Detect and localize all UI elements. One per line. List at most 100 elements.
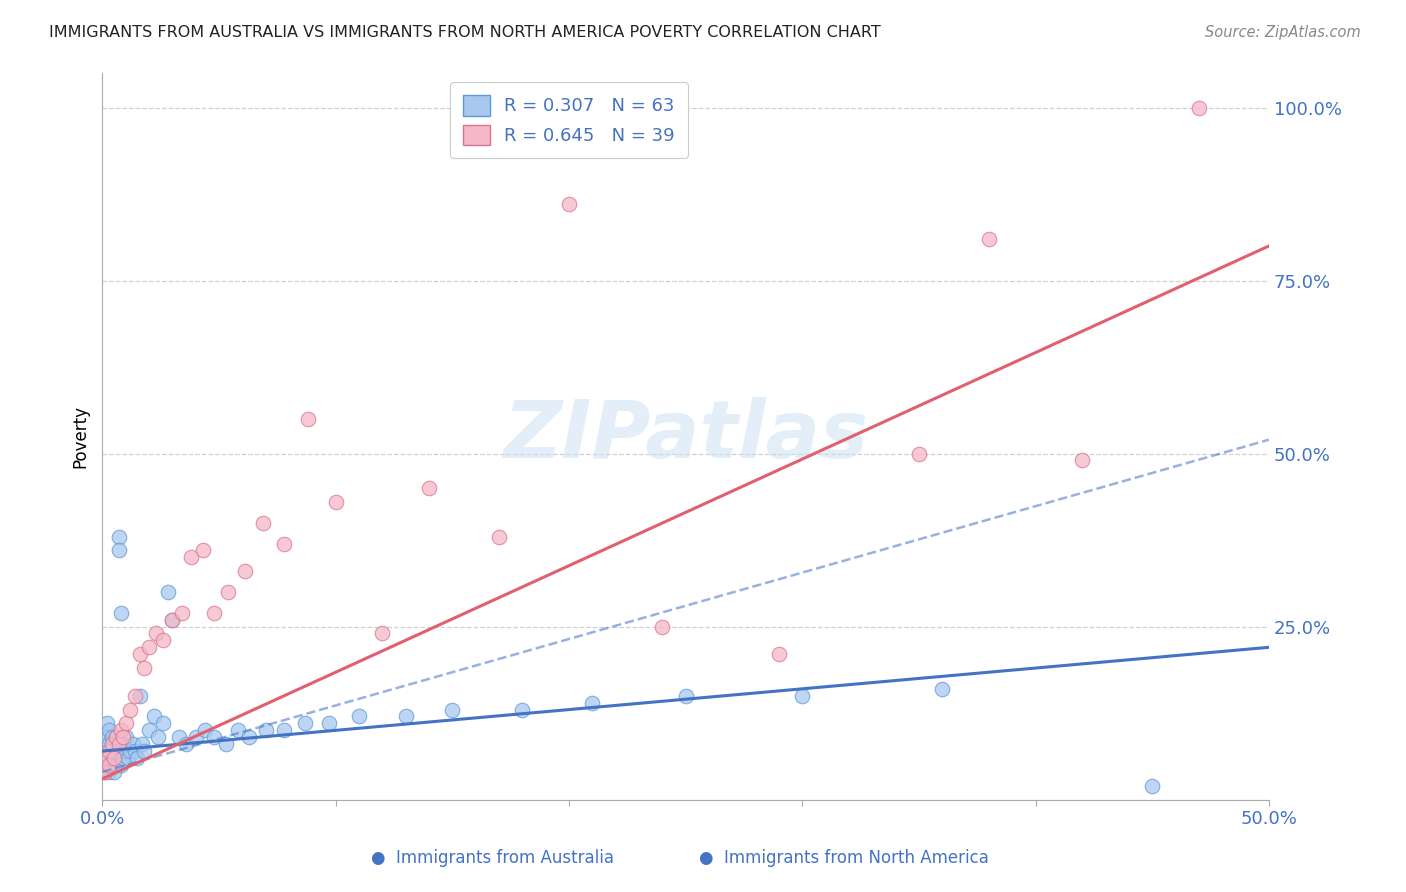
Point xyxy=(233,564,256,578)
Point xyxy=(145,626,167,640)
Point xyxy=(96,758,118,772)
Point xyxy=(105,758,128,772)
Point xyxy=(318,716,340,731)
Point xyxy=(128,647,150,661)
Point xyxy=(98,751,121,765)
Point xyxy=(194,723,217,738)
Point xyxy=(114,716,136,731)
Point xyxy=(1071,453,1094,467)
Point xyxy=(103,751,125,765)
Point xyxy=(325,495,347,509)
Point xyxy=(94,764,117,779)
Point xyxy=(162,613,184,627)
Point xyxy=(184,731,207,745)
Point xyxy=(156,585,179,599)
Point xyxy=(112,737,135,751)
Point xyxy=(100,758,122,772)
Point xyxy=(297,412,319,426)
Point xyxy=(98,758,121,772)
Point xyxy=(138,640,160,655)
Point xyxy=(273,723,295,738)
Point xyxy=(977,232,1000,246)
Point xyxy=(134,744,156,758)
Text: IMMIGRANTS FROM AUSTRALIA VS IMMIGRANTS FROM NORTH AMERICA POVERTY CORRELATION C: IMMIGRANTS FROM AUSTRALIA VS IMMIGRANTS … xyxy=(49,25,882,40)
Point xyxy=(768,647,790,661)
Text: ●  Immigrants from North America: ● Immigrants from North America xyxy=(699,849,988,867)
Point xyxy=(134,661,156,675)
Point xyxy=(908,446,931,460)
Point xyxy=(1188,101,1211,115)
Point xyxy=(117,751,139,765)
Point xyxy=(204,731,226,745)
Point xyxy=(96,731,118,745)
Point xyxy=(107,530,129,544)
Point xyxy=(110,606,132,620)
Point xyxy=(152,633,174,648)
Point xyxy=(581,696,603,710)
Point xyxy=(114,744,136,758)
Point xyxy=(103,764,125,779)
Point xyxy=(94,737,117,751)
Point xyxy=(226,723,249,738)
Point xyxy=(96,751,118,765)
Point xyxy=(238,731,260,745)
Point xyxy=(558,197,581,211)
Point xyxy=(100,737,122,751)
Point xyxy=(120,744,142,758)
Point xyxy=(162,613,184,627)
Point xyxy=(94,751,117,765)
Point xyxy=(120,702,142,716)
Point xyxy=(512,702,534,716)
Y-axis label: Poverty: Poverty xyxy=(72,405,89,467)
Point xyxy=(675,689,697,703)
Point xyxy=(169,731,191,745)
Point xyxy=(103,751,125,765)
Point xyxy=(112,751,135,765)
Point xyxy=(931,681,953,696)
Point xyxy=(176,737,198,751)
Point xyxy=(114,731,136,745)
Point xyxy=(252,516,274,530)
Point xyxy=(127,751,149,765)
Point xyxy=(1142,779,1164,793)
Legend: R = 0.307   N = 63, R = 0.645   N = 39: R = 0.307 N = 63, R = 0.645 N = 39 xyxy=(450,82,688,158)
Point xyxy=(488,530,510,544)
Point xyxy=(103,737,125,751)
Point xyxy=(294,716,316,731)
Text: Source: ZipAtlas.com: Source: ZipAtlas.com xyxy=(1205,25,1361,40)
Point xyxy=(110,758,132,772)
Point xyxy=(217,585,239,599)
Point xyxy=(105,731,128,745)
Text: ●  Immigrants from Australia: ● Immigrants from Australia xyxy=(371,849,613,867)
Point xyxy=(152,716,174,731)
Point xyxy=(441,702,464,716)
Point xyxy=(180,550,202,565)
Point xyxy=(98,737,121,751)
Point xyxy=(792,689,814,703)
Point xyxy=(254,723,277,738)
Point xyxy=(651,619,673,633)
Point xyxy=(124,689,146,703)
Point xyxy=(112,731,135,745)
Point xyxy=(110,723,132,738)
Point xyxy=(128,689,150,703)
Point xyxy=(273,536,295,550)
Point xyxy=(121,737,143,751)
Point xyxy=(170,606,193,620)
Point xyxy=(96,716,118,731)
Point xyxy=(98,723,121,738)
Point xyxy=(138,723,160,738)
Point xyxy=(204,606,226,620)
Point xyxy=(131,737,153,751)
Point xyxy=(191,543,214,558)
Point xyxy=(142,709,165,723)
Point xyxy=(96,744,118,758)
Text: ZIPatlas: ZIPatlas xyxy=(503,397,868,475)
Point xyxy=(105,731,128,745)
Point xyxy=(418,481,440,495)
Point xyxy=(215,737,238,751)
Point xyxy=(107,737,129,751)
Point xyxy=(98,744,121,758)
Point xyxy=(347,709,370,723)
Point xyxy=(100,731,122,745)
